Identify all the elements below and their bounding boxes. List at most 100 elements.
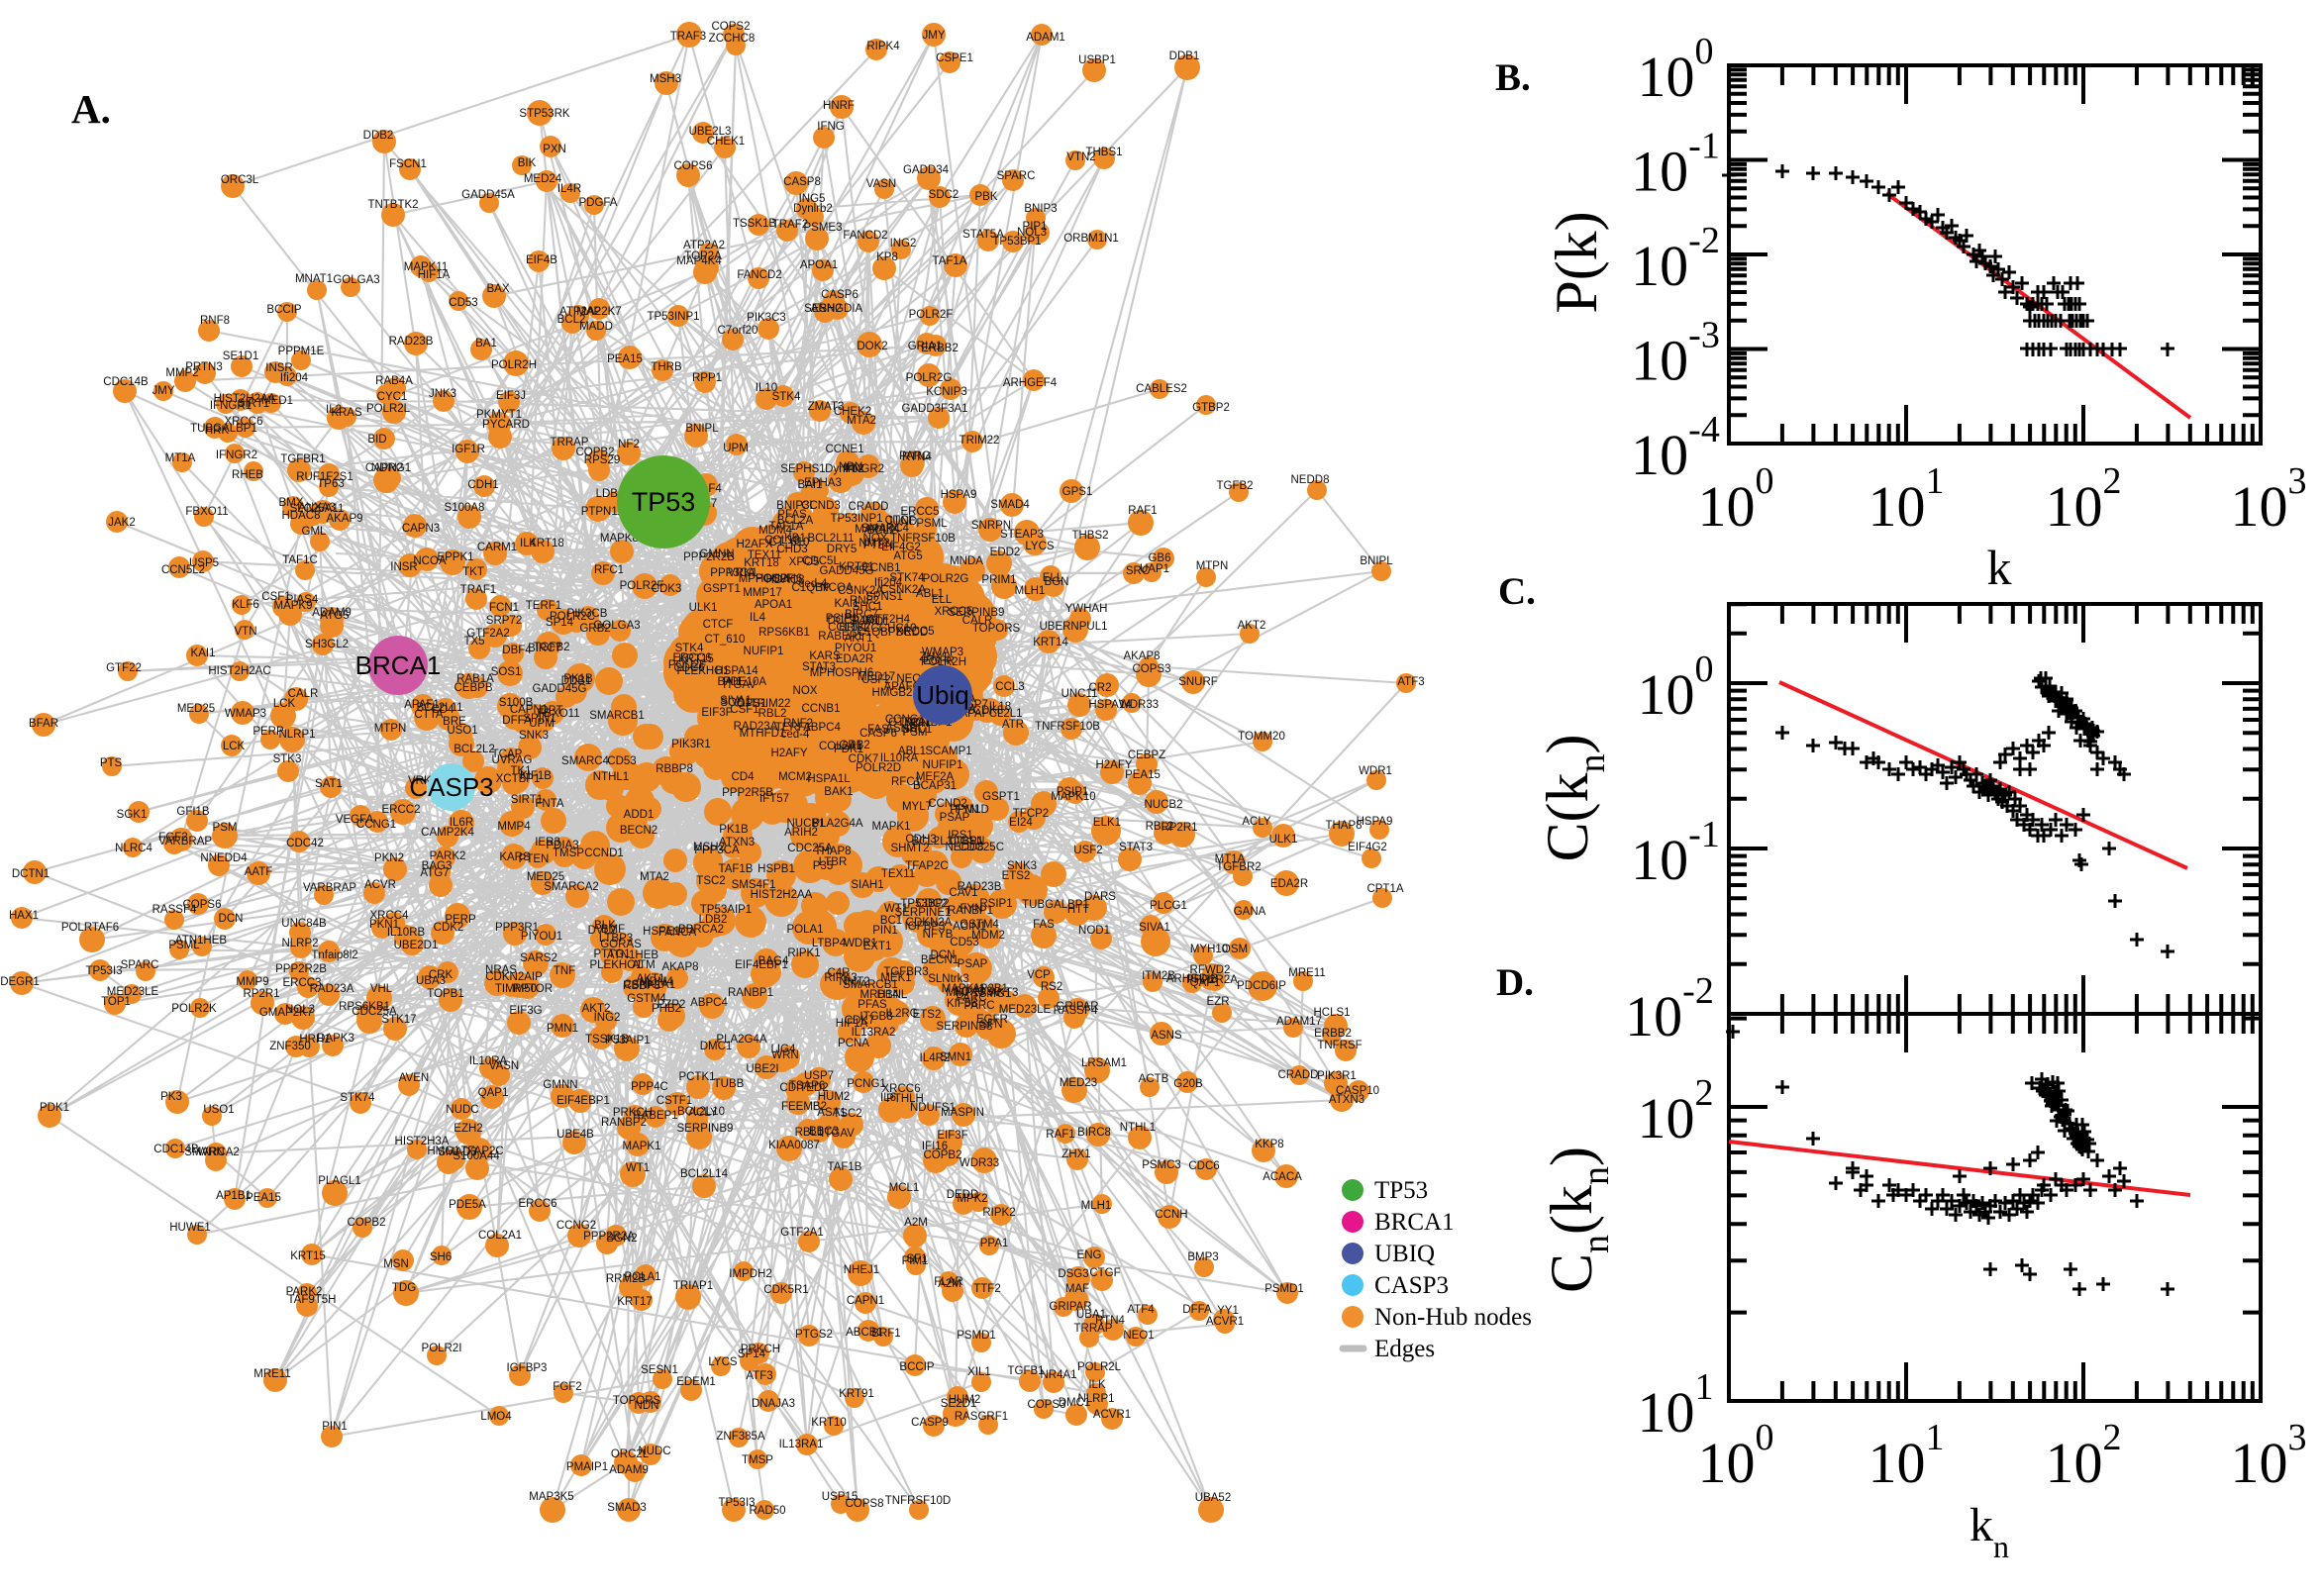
svg-text:DVL2: DVL2	[588, 925, 617, 937]
svg-text:BNIP3L: BNIP3L	[776, 500, 816, 512]
svg-text:DCN: DCN	[931, 949, 956, 961]
svg-text:PDCD6IP: PDCD6IP	[1237, 980, 1286, 992]
svg-text:TRIM22: TRIM22	[960, 435, 1000, 447]
svg-text:SAT1: SAT1	[315, 778, 343, 790]
svg-text:KRT18: KRT18	[529, 538, 564, 549]
svg-text:UBA1: UBA1	[1076, 1309, 1106, 1321]
svg-text:UBE2I: UBE2I	[746, 1063, 778, 1075]
svg-text:EIF3G: EIF3G	[509, 1005, 542, 1017]
svg-text:PK1B: PK1B	[719, 824, 749, 836]
svg-text:CPT1A: CPT1A	[1366, 883, 1403, 895]
svg-text:RS2: RS2	[1041, 981, 1062, 993]
svg-text:GOLGA3: GOLGA3	[333, 274, 379, 286]
svg-text:TNTBTK2: TNTBTK2	[367, 199, 418, 211]
svg-text:PSAP: PSAP	[940, 812, 970, 824]
svg-text:SIAH1: SIAH1	[851, 879, 883, 891]
svg-text:ATN1HEB: ATN1HEB	[175, 935, 228, 947]
svg-text:NUDC: NUDC	[638, 1446, 670, 1457]
svg-text:SMARCA2: SMARCA2	[544, 881, 599, 893]
svg-text:EIF3F: EIF3F	[701, 707, 732, 719]
svg-text:ATN1HEB: ATN1HEB	[607, 949, 659, 961]
svg-text:ACVR1: ACVR1	[1206, 1316, 1244, 1328]
svg-text:GOLGA3: GOLGA3	[593, 620, 640, 632]
svg-text:SP14: SP14	[738, 1348, 766, 1360]
svg-text:RHEB: RHEB	[232, 469, 263, 481]
svg-text:POLR2H: POLR2H	[491, 359, 537, 371]
svg-text:ERCC2: ERCC2	[382, 804, 421, 816]
svg-text:ATM: ATM	[632, 959, 655, 971]
svg-text:EGFR: EGFR	[923, 655, 955, 667]
svg-text:NLRP1: NLRP1	[1077, 1393, 1114, 1405]
svg-text:POLR2K: POLR2K	[171, 1003, 217, 1015]
svg-text:CD53: CD53	[607, 755, 636, 767]
svg-text:BGN2: BGN2	[606, 1233, 637, 1245]
svg-text:DCTN1: DCTN1	[12, 868, 50, 880]
svg-text:ATF3: ATF3	[746, 1370, 772, 1382]
svg-text:ERBB2: ERBB2	[921, 343, 959, 354]
svg-text:DSG3: DSG3	[1058, 1268, 1088, 1280]
svg-text:MAPK11: MAPK11	[942, 983, 986, 995]
svg-text:DCN: DCN	[219, 913, 244, 925]
svg-text:FYN: FYN	[960, 903, 983, 915]
svg-text:CDC6: CDC6	[673, 662, 704, 674]
svg-text:NEDD8: NEDD8	[1291, 474, 1330, 486]
svg-text:LTBP4: LTBP4	[812, 938, 847, 949]
svg-text:NUFIP1: NUFIP1	[744, 646, 784, 657]
svg-text:TNFRSF: TNFRSF	[1317, 1040, 1362, 1051]
svg-text:SDC2: SDC2	[929, 189, 960, 201]
svg-text:NBN: NBN	[839, 461, 862, 473]
svg-text:MCL1: MCL1	[889, 1182, 920, 1194]
svg-text:BECN1: BECN1	[921, 954, 959, 966]
svg-text:IL13RA1: IL13RA1	[779, 1439, 824, 1450]
svg-text:IFNGR1: IFNGR1	[210, 400, 252, 412]
svg-text:TGFBR1: TGFBR1	[280, 453, 325, 465]
svg-text:ARHGEF4: ARHGEF4	[1003, 377, 1058, 389]
svg-text:HUM2: HUM2	[949, 1394, 981, 1406]
svg-text:NHEJ1: NHEJ1	[844, 1264, 879, 1276]
svg-text:SARS2: SARS2	[520, 952, 557, 964]
svg-text:Dynlrb2: Dynlrb2	[825, 463, 864, 475]
svg-text:ERBB2: ERBB2	[1314, 1028, 1352, 1040]
svg-text:POLRTAF6: POLRTAF6	[61, 922, 119, 934]
svg-text:LTBP3: LTBP3	[599, 933, 633, 945]
svg-text:USO1: USO1	[447, 725, 477, 737]
svg-text:POLR2G: POLR2G	[923, 573, 969, 585]
svg-text:MTPN: MTPN	[374, 723, 407, 735]
svg-text:NOD1: NOD1	[1078, 925, 1110, 937]
svg-text:IFNGR2: IFNGR2	[843, 463, 884, 475]
svg-text:DPT: DPT	[541, 705, 563, 717]
svg-text:ELL: ELL	[932, 594, 953, 606]
svg-text:LCK: LCK	[223, 741, 246, 752]
svg-text:WMAP3: WMAP3	[922, 647, 963, 658]
svg-text:NMT2: NMT2	[858, 538, 889, 549]
svg-text:MAF: MAF	[1065, 1283, 1089, 1295]
svg-text:SERPINB9: SERPINB9	[949, 607, 1005, 619]
svg-text:FBXO11: FBXO11	[537, 708, 579, 720]
svg-text:IL4R2: IL4R2	[920, 1052, 951, 1064]
svg-text:PPP2R2B: PPP2R2B	[683, 551, 735, 563]
svg-text:GRB2: GRB2	[579, 623, 610, 635]
svg-text:MPHOSPH6: MPHOSPH6	[739, 573, 803, 585]
svg-text:ERCC5: ERCC5	[901, 506, 940, 518]
svg-text:TSAP6: TSAP6	[789, 1080, 825, 1092]
svg-text:IL4R: IL4R	[557, 183, 581, 195]
svg-text:IL10: IL10	[756, 382, 777, 394]
svg-text:SNRPN: SNRPN	[971, 520, 1011, 532]
svg-text:SUMO1: SUMO1	[850, 616, 890, 628]
svg-text:FAS: FAS	[867, 724, 889, 736]
svg-text:ATG7: ATG7	[420, 867, 449, 879]
svg-text:SESN2: SESN2	[804, 303, 842, 315]
svg-text:DEDD: DEDD	[896, 627, 929, 639]
svg-text:PSML: PSML	[916, 518, 948, 530]
svg-text:MAPK1: MAPK1	[623, 1141, 661, 1152]
svg-text:RANBP1: RANBP1	[728, 987, 773, 999]
svg-text:TUBGALBP1: TUBGALBP1	[1022, 899, 1089, 911]
svg-text:PTGS2: PTGS2	[795, 1329, 833, 1341]
svg-text:TP53INP1: TP53INP1	[830, 513, 882, 525]
svg-text:MDM2: MDM2	[971, 930, 1005, 942]
svg-text:LTBP1: LTBP1	[950, 836, 983, 848]
svg-text:NUFIP1: NUFIP1	[923, 759, 963, 771]
svg-text:HSPA14: HSPA14	[715, 665, 758, 677]
svg-text:IMPDH2: IMPDH2	[729, 1268, 771, 1280]
svg-text:HRK: HRK	[205, 425, 230, 437]
